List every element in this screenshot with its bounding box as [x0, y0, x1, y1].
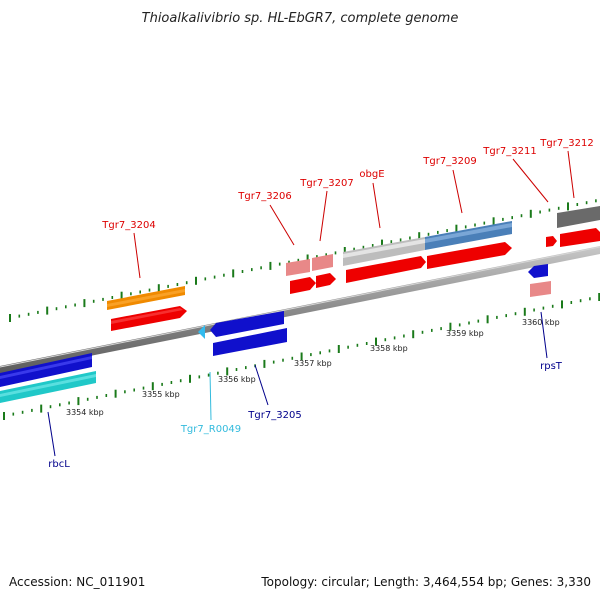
- label-tgr7-r0049[interactable]: Tgr7_R0049: [180, 424, 241, 435]
- tick-label-3357: 3357 kbp: [294, 359, 332, 368]
- tick-labels: 3354 kbp 3355 kbp 3356 kbp 3357 kbp 3358…: [66, 318, 560, 417]
- gene-tgr7-r0049[interactable]: [198, 325, 205, 339]
- label-tgr7-3209[interactable]: Tgr7_3209: [422, 156, 476, 167]
- label-tgr7-3212[interactable]: Tgr7_3212: [539, 138, 593, 149]
- genome-summary-text: Topology: circular; Length: 3,464,554 bp…: [260, 575, 591, 589]
- gene-obge[interactable]: [343, 237, 426, 283]
- label-tgr7-3205[interactable]: Tgr7_3205: [247, 410, 301, 421]
- gene-rbcl[interactable]: [0, 353, 96, 403]
- tick-label-3356: 3356 kbp: [218, 375, 256, 384]
- gene-tgr7-3205[interactable]: [210, 311, 287, 356]
- gene-tgr7-3207[interactable]: [312, 254, 336, 288]
- gene-tgr7-3209[interactable]: [425, 221, 512, 269]
- gene-rpst[interactable]: [528, 264, 551, 297]
- tick-label-3359: 3359 kbp: [446, 329, 484, 338]
- gene-tgr7-3211[interactable]: [546, 236, 557, 247]
- gene-tgr7-3206[interactable]: [286, 259, 316, 294]
- label-rpst[interactable]: rpsT: [540, 361, 563, 372]
- label-tgr7-3211[interactable]: Tgr7_3211: [482, 146, 536, 157]
- map-title: Thioalkalivibrio sp. HL-EbGR7, complete …: [142, 11, 459, 26]
- genome-backbone: [0, 246, 600, 374]
- tick-label-3354: 3354 kbp: [66, 408, 104, 417]
- tick-label-3358: 3358 kbp: [370, 344, 408, 353]
- label-obge[interactable]: obgE: [359, 169, 384, 180]
- label-tgr7-3206[interactable]: Tgr7_3206: [237, 191, 291, 202]
- label-rbcl[interactable]: rbcL: [48, 459, 70, 470]
- gene-labels: Tgr7_3204 Tgr7_3206 Tgr7_3207 obgE Tgr7_…: [48, 138, 593, 470]
- accession-text: Accession: NC_011901: [9, 575, 145, 589]
- tick-label-3355: 3355 kbp: [142, 390, 180, 399]
- gene-tgr7-3204[interactable]: [107, 286, 187, 331]
- leader-lines: [47, 150, 575, 457]
- lower-tick-ruler: [3, 293, 600, 420]
- tick-label-3360: 3360 kbp: [522, 318, 560, 327]
- gene-tgr7-3212[interactable]: [557, 206, 600, 247]
- label-tgr7-3204[interactable]: Tgr7_3204: [101, 220, 155, 231]
- label-tgr7-3207[interactable]: Tgr7_3207: [299, 178, 353, 189]
